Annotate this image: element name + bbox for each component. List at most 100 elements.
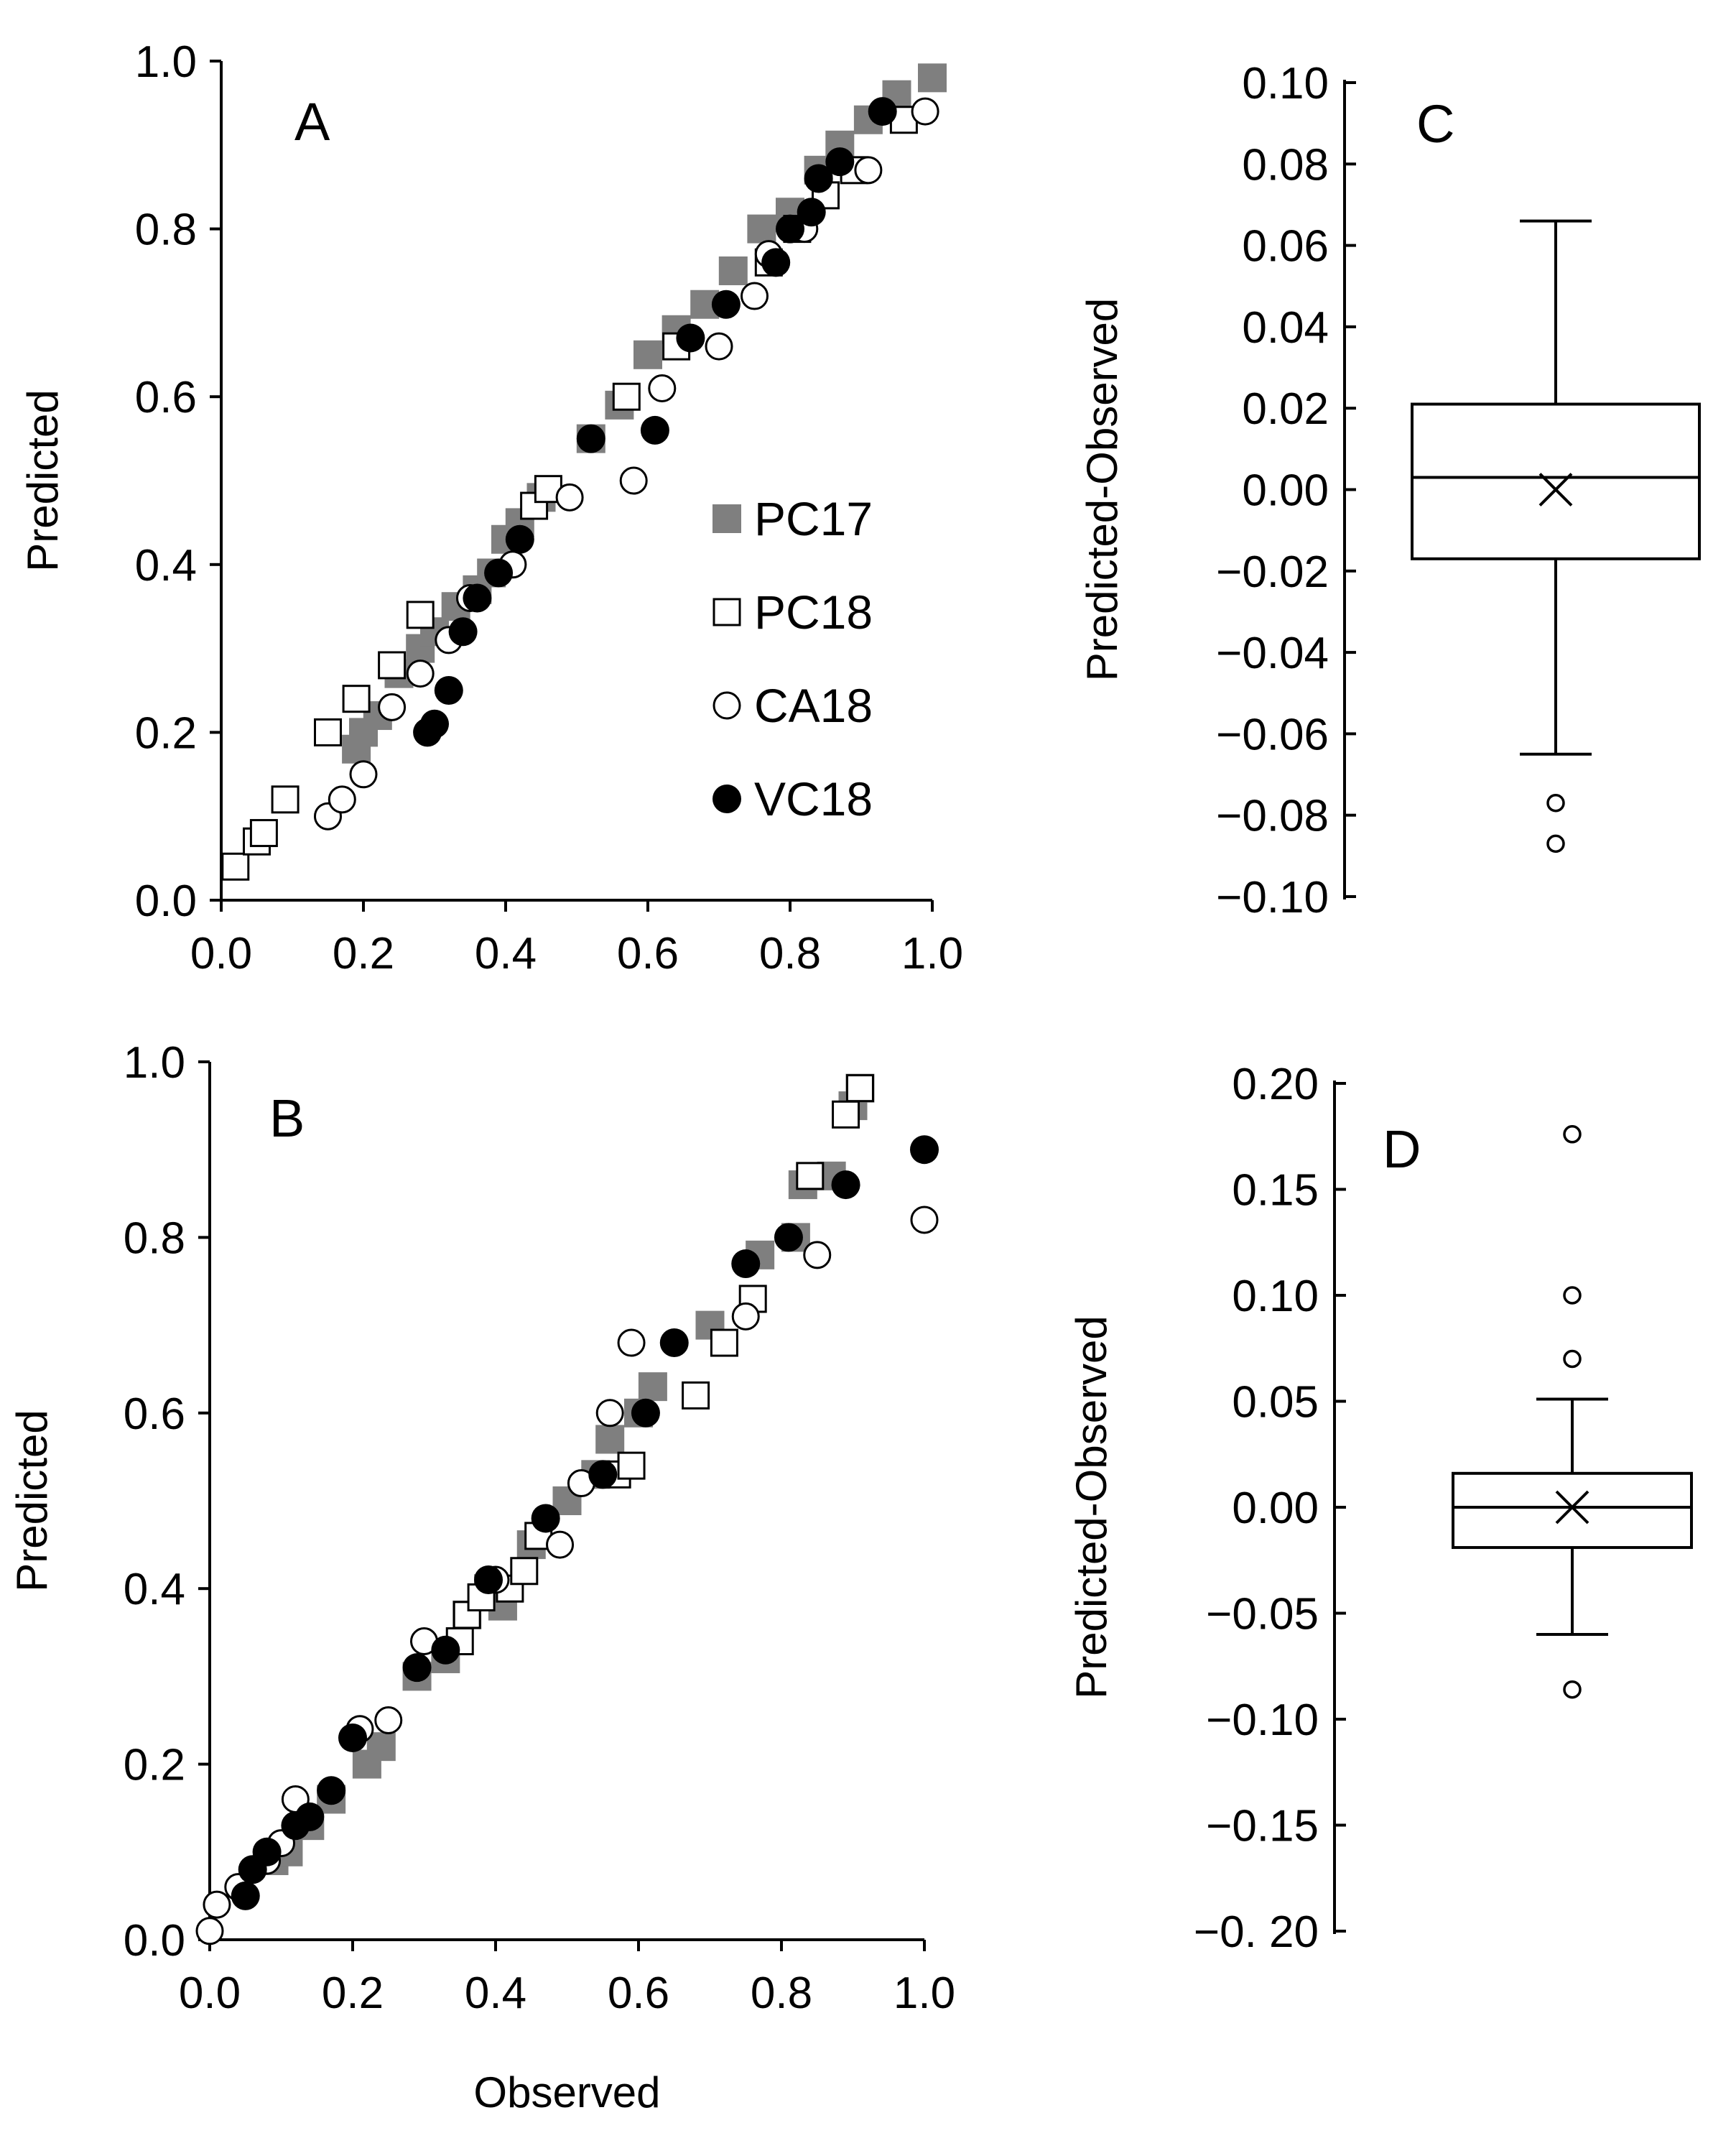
y-tick-label-d: −0.05 (1206, 1590, 1319, 1639)
y-tick-label-d: −0. 20 (1194, 1907, 1319, 1957)
y-axis-title-c: Predicted-Observed (1078, 298, 1126, 682)
x-tick-label-b: 1.0 (893, 1968, 955, 2018)
series-vc18-a (413, 97, 897, 747)
point-ca18 (595, 1399, 624, 1428)
x-tick-label-a: 0.8 (759, 929, 821, 978)
y-tick-label-d: 0.20 (1232, 1060, 1319, 1109)
outlier-point (1546, 793, 1565, 813)
point-vc18 (338, 1723, 367, 1752)
x-axis-title-b: Observed (473, 2068, 660, 2116)
y-tick-label-a: 0.0 (135, 876, 197, 926)
y-tick-label-c: −0.04 (1216, 629, 1329, 678)
point-pc18 (271, 785, 300, 814)
y-tick-label-c: 0.04 (1242, 303, 1329, 353)
point-pc17 (595, 1425, 625, 1454)
point-pc17 (718, 256, 748, 285)
mean-marker (1538, 473, 1573, 506)
panel-label-d: D (1383, 1119, 1421, 1179)
y-tick-label-a: 0.2 (135, 708, 197, 758)
point-ca18 (546, 1530, 575, 1559)
point-ca18 (741, 282, 769, 310)
y-tick-label-a: 0.4 (135, 541, 197, 591)
y-tick-label-a: 1.0 (135, 37, 197, 87)
point-pc17 (633, 340, 662, 369)
point-pc18 (845, 1074, 874, 1103)
point-ca18 (619, 466, 648, 495)
outlier-point (1563, 1680, 1582, 1699)
point-vc18 (531, 1504, 560, 1533)
x-tick-label-a: 0.6 (617, 929, 679, 978)
y-tick-label-c: −0.06 (1216, 710, 1329, 759)
y-tick-label-c: 0.06 (1242, 222, 1329, 272)
point-pc18 (221, 852, 250, 881)
point-vc18 (231, 1881, 260, 1910)
point-pc18 (314, 718, 342, 746)
outlier-point (1546, 834, 1565, 853)
series-pc18-a (221, 106, 918, 881)
legend-label-vc18: VC18 (754, 772, 873, 825)
point-pc18 (612, 382, 641, 411)
y-tick-label-c: −0.02 (1216, 547, 1329, 597)
x-tick-label-a: 0.2 (333, 929, 394, 978)
outlier-point (1563, 1125, 1582, 1144)
point-vc18 (484, 558, 514, 588)
panel-c: 0.10 0.08 0.06 0.04 0.02 0.00 −0.02 −0.04 −0.06 −… (1078, 59, 1701, 922)
point-vc18 (776, 214, 804, 244)
y-tick-label-b: 0.2 (124, 1741, 185, 1790)
point-vc18 (711, 290, 741, 319)
y-tick-label-b: 0.4 (124, 1565, 185, 1614)
point-vc18 (505, 524, 534, 554)
x-tick-label-a: 0.0 (190, 929, 252, 978)
point-vc18 (825, 147, 855, 177)
y-tick-label-a: 0.6 (135, 373, 197, 422)
y-tick-label-c: −0.10 (1216, 873, 1329, 922)
point-ca18 (911, 97, 939, 126)
y-tick-label-c: 0.10 (1242, 59, 1329, 108)
point-vc18 (295, 1802, 325, 1831)
point-vc18 (402, 1653, 432, 1683)
point-pc18 (832, 1100, 860, 1129)
y-tick-label-b: 0.6 (124, 1389, 185, 1439)
point-pc18 (796, 1162, 825, 1190)
y-tick-label-d: 0.05 (1232, 1378, 1319, 1428)
boxplot-c (1411, 219, 1701, 853)
point-ca18 (803, 1241, 832, 1269)
legend-marker-pc17 (712, 504, 741, 533)
y-tick-label-c: −0.08 (1216, 792, 1329, 841)
boxplot-d (1452, 1125, 1693, 1699)
point-vc18 (659, 1328, 689, 1358)
point-pc17 (366, 1732, 396, 1762)
legend-marker-vc18 (712, 785, 741, 813)
point-pc18 (682, 1381, 710, 1410)
point-ca18 (328, 785, 356, 814)
point-ca18 (731, 1302, 760, 1331)
point-vc18 (731, 1249, 761, 1279)
x-tick-label-a: 0.4 (475, 929, 537, 978)
point-ca18 (648, 374, 677, 403)
x-tick-label-b: 0.2 (322, 1968, 384, 2018)
y-tick-label-c: 0.08 (1242, 140, 1329, 190)
point-pc18 (342, 685, 371, 713)
legend-marker-pc18 (712, 598, 741, 626)
point-ca18 (617, 1328, 646, 1357)
point-vc18 (588, 1460, 618, 1489)
point-vc18 (576, 424, 605, 453)
panel-b: 0.0 0.2 0.4 0.6 0.8 1.0 0.0 0.2 0.4 0.6 0.8 1.0 Pred… (8, 1038, 955, 2116)
interquartile-box (1411, 402, 1701, 560)
point-vc18 (640, 415, 669, 445)
point-pc18 (617, 1451, 646, 1480)
series-vc18-b (231, 1135, 939, 1910)
point-pc18 (406, 601, 435, 629)
panel-label-b: B (269, 1088, 305, 1148)
y-tick-label-b: 1.0 (124, 1038, 185, 1088)
point-ca18 (349, 760, 378, 789)
point-ca18 (910, 1206, 939, 1234)
interquartile-box (1452, 1471, 1693, 1550)
point-ca18 (378, 693, 407, 721)
point-pc18 (510, 1557, 539, 1586)
point-ca18 (203, 1890, 231, 1919)
point-vc18 (448, 617, 478, 647)
x-tick-label-b: 0.0 (179, 1968, 241, 2018)
